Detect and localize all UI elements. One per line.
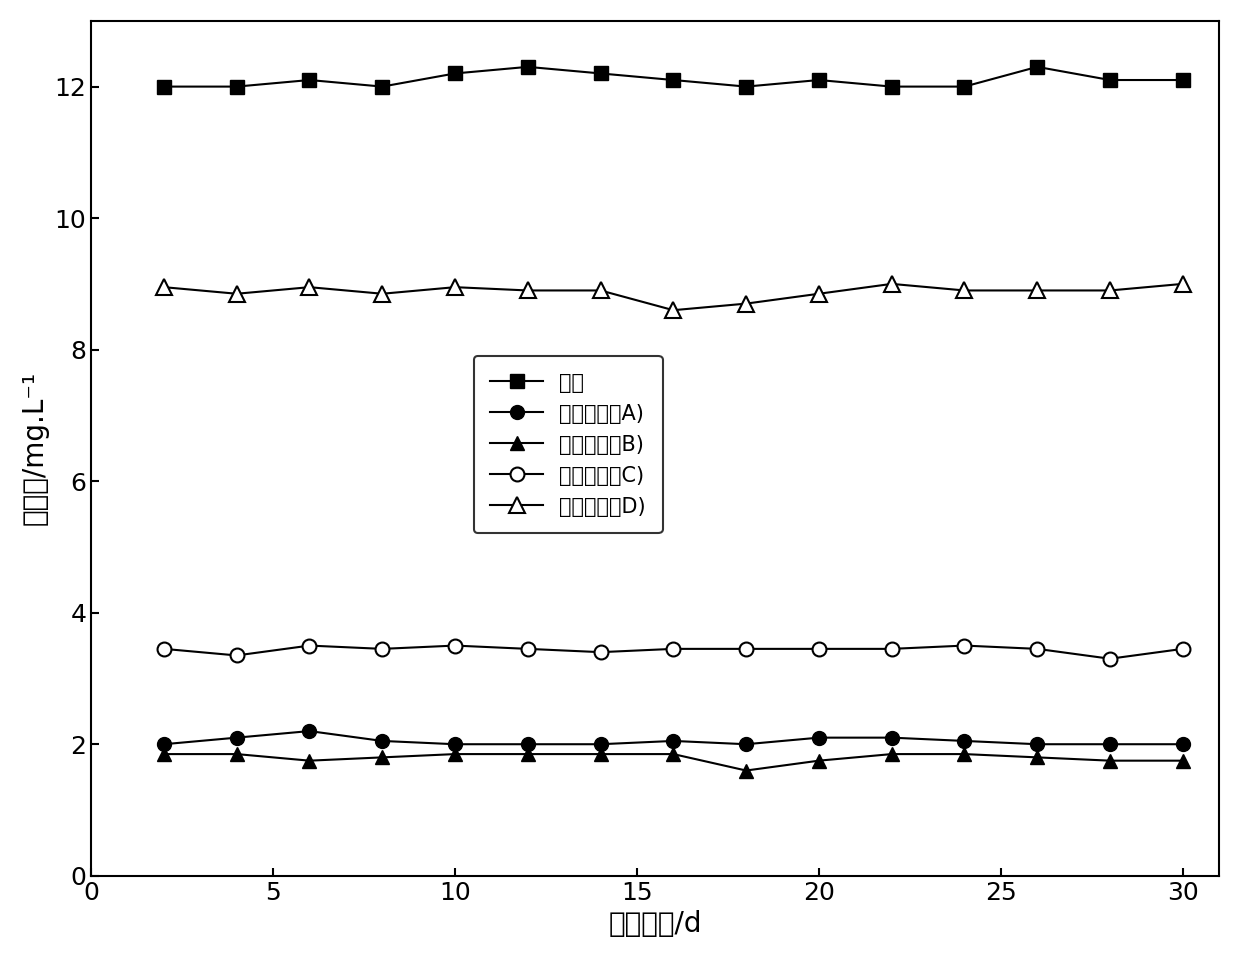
- Line: 进水: 进水: [157, 59, 1189, 94]
- 出水（滤料A): [957, 736, 972, 747]
- 出水（滤料B): [229, 748, 244, 760]
- 出水（滤料D): [374, 288, 389, 299]
- Line: 出水（滤料A): 出水（滤料A): [157, 724, 1189, 751]
- 出水（滤料C): [1029, 643, 1044, 655]
- 出水（滤料A): [811, 732, 826, 743]
- 出水（滤料C): [1176, 643, 1190, 655]
- 出水（滤料D): [884, 278, 899, 290]
- Legend: 进水, 出水（滤料A), 出水（滤料B), 出水（滤料C), 出水（滤料D): 进水, 出水（滤料A), 出水（滤料B), 出水（滤料C), 出水（滤料D): [474, 356, 662, 533]
- 进水: [1102, 74, 1117, 85]
- 进水: [448, 68, 463, 80]
- 出水（滤料C): [156, 643, 171, 655]
- 出水（滤料A): [666, 736, 681, 747]
- 出水（滤料B): [303, 755, 317, 766]
- 进水: [521, 61, 536, 73]
- 出水（滤料C): [666, 643, 681, 655]
- Line: 出水（滤料B): 出水（滤料B): [157, 747, 1189, 778]
- 出水（滤料C): [1102, 653, 1117, 665]
- 出水（滤料A): [1176, 738, 1190, 750]
- 出水（滤料D): [156, 281, 171, 292]
- 出水（滤料D): [739, 298, 754, 310]
- 出水（滤料D): [593, 285, 608, 296]
- 出水（滤料D): [303, 281, 317, 292]
- 出水（滤料D): [1102, 285, 1117, 296]
- 进水: [957, 81, 972, 92]
- 出水（滤料B): [811, 755, 826, 766]
- 出水（滤料D): [666, 304, 681, 316]
- 进水: [593, 68, 608, 80]
- Line: 出水（滤料C): 出水（滤料C): [157, 639, 1189, 666]
- 出水（滤料A): [593, 738, 608, 750]
- 出水（滤料D): [811, 288, 826, 299]
- 进水: [303, 74, 317, 85]
- 进水: [229, 81, 244, 92]
- Y-axis label: 硝态氮/mg.L⁻¹: 硝态氮/mg.L⁻¹: [21, 371, 48, 526]
- 出水（滤料B): [448, 748, 463, 760]
- 进水: [156, 81, 171, 92]
- 出水（滤料C): [303, 640, 317, 651]
- 出水（滤料C): [957, 640, 972, 651]
- 进水: [1176, 74, 1190, 85]
- 进水: [374, 81, 389, 92]
- 出水（滤料B): [1102, 755, 1117, 766]
- 出水（滤料C): [229, 649, 244, 661]
- 出水（滤料B): [593, 748, 608, 760]
- 出水（滤料C): [739, 643, 754, 655]
- 进水: [739, 81, 754, 92]
- 出水（滤料A): [1102, 738, 1117, 750]
- 出水（滤料C): [374, 643, 389, 655]
- 出水（滤料A): [156, 738, 171, 750]
- X-axis label: 运行时间/d: 运行时间/d: [609, 910, 702, 938]
- 出水（滤料D): [1176, 278, 1190, 290]
- 进水: [1029, 61, 1044, 73]
- 出水（滤料D): [448, 281, 463, 292]
- 进水: [884, 81, 899, 92]
- 出水（滤料A): [374, 736, 389, 747]
- 出水（滤料B): [374, 752, 389, 763]
- 出水（滤料D): [229, 288, 244, 299]
- 出水（滤料A): [884, 732, 899, 743]
- Line: 出水（滤料D): 出水（滤料D): [156, 276, 1190, 317]
- 出水（滤料B): [1029, 752, 1044, 763]
- 出水（滤料B): [739, 764, 754, 776]
- 出水（滤料D): [1029, 285, 1044, 296]
- 出水（滤料A): [448, 738, 463, 750]
- 出水（滤料A): [303, 725, 317, 737]
- 出水（滤料B): [884, 748, 899, 760]
- 出水（滤料D): [521, 285, 536, 296]
- 出水（滤料C): [593, 646, 608, 658]
- 出水（滤料B): [666, 748, 681, 760]
- 出水（滤料B): [521, 748, 536, 760]
- 出水（滤料B): [957, 748, 972, 760]
- 出水（滤料A): [229, 732, 244, 743]
- 出水（滤料C): [521, 643, 536, 655]
- 出水（滤料A): [739, 738, 754, 750]
- 出水（滤料B): [1176, 755, 1190, 766]
- 出水（滤料A): [521, 738, 536, 750]
- 出水（滤料C): [884, 643, 899, 655]
- 出水（滤料A): [1029, 738, 1044, 750]
- 出水（滤料D): [957, 285, 972, 296]
- 出水（滤料C): [811, 643, 826, 655]
- 出水（滤料C): [448, 640, 463, 651]
- 进水: [811, 74, 826, 85]
- 进水: [666, 74, 681, 85]
- 出水（滤料B): [156, 748, 171, 760]
